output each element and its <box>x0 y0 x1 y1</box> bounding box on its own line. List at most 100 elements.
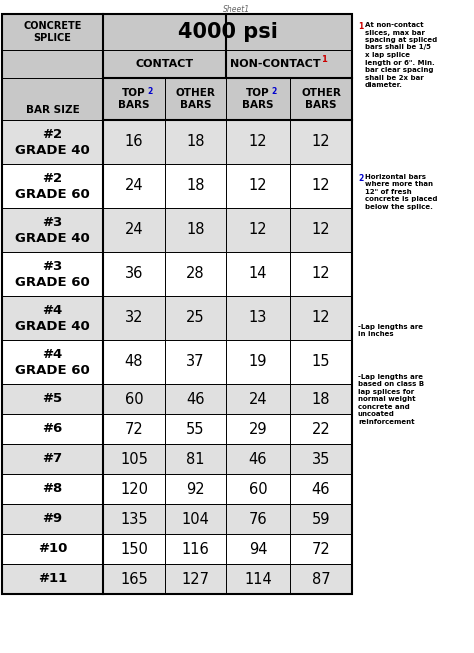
Text: 24: 24 <box>125 178 143 193</box>
Bar <box>290 78 352 120</box>
Text: GRADE 60: GRADE 60 <box>15 187 90 200</box>
Text: 32: 32 <box>125 310 143 325</box>
Bar <box>226 50 352 78</box>
Text: #2: #2 <box>43 127 63 140</box>
Text: 120: 120 <box>120 481 148 496</box>
Text: 25: 25 <box>186 310 205 325</box>
Text: OTHER
BARS: OTHER BARS <box>301 88 341 110</box>
Text: 2: 2 <box>272 88 277 97</box>
Text: #6: #6 <box>42 422 63 436</box>
Bar <box>2 252 352 296</box>
Text: 72: 72 <box>125 421 143 436</box>
Text: 87: 87 <box>312 571 330 586</box>
Text: #11: #11 <box>38 573 67 586</box>
Text: 1: 1 <box>321 54 327 63</box>
Text: 135: 135 <box>120 511 148 526</box>
Text: -Lap lengths are
in inches: -Lap lengths are in inches <box>358 324 423 338</box>
Text: 36: 36 <box>125 266 143 281</box>
Text: At non-contact
slices, max bar
spacing at spliced
bars shall be 1/5
x lap splice: At non-contact slices, max bar spacing a… <box>365 22 437 88</box>
Bar <box>2 414 352 444</box>
Text: 72: 72 <box>311 541 330 556</box>
Bar <box>2 296 352 340</box>
Text: Sheet1: Sheet1 <box>223 5 251 14</box>
Text: 12: 12 <box>249 135 267 150</box>
Text: BAR SIZE: BAR SIZE <box>26 105 79 115</box>
Text: 94: 94 <box>249 541 267 556</box>
Text: 18: 18 <box>186 223 205 238</box>
Text: #7: #7 <box>43 453 63 466</box>
Text: 29: 29 <box>249 421 267 436</box>
Text: 37: 37 <box>186 355 205 370</box>
Bar <box>2 504 352 534</box>
Bar <box>165 78 226 120</box>
Bar <box>2 564 352 594</box>
Text: 2: 2 <box>147 88 153 97</box>
Bar <box>103 14 352 50</box>
Text: 165: 165 <box>120 571 148 586</box>
Text: 46: 46 <box>186 392 205 407</box>
Text: #5: #5 <box>43 392 63 406</box>
Text: GRADE 40: GRADE 40 <box>15 144 90 157</box>
Text: 81: 81 <box>186 451 205 466</box>
Text: 127: 127 <box>182 571 210 586</box>
Text: 60: 60 <box>249 481 267 496</box>
Text: OTHER
BARS: OTHER BARS <box>175 88 216 110</box>
Text: NON-CONTACT: NON-CONTACT <box>230 59 320 69</box>
Text: 105: 105 <box>120 451 148 466</box>
Text: 2: 2 <box>358 174 363 183</box>
Text: 24: 24 <box>249 392 267 407</box>
Text: 12: 12 <box>312 178 330 193</box>
Text: 4000 psi: 4000 psi <box>178 22 277 42</box>
Text: 114: 114 <box>244 571 272 586</box>
Text: GRADE 40: GRADE 40 <box>15 232 90 244</box>
Text: 55: 55 <box>186 421 205 436</box>
Bar <box>2 444 352 474</box>
Text: 1: 1 <box>358 22 363 31</box>
Text: 16: 16 <box>125 135 143 150</box>
Text: 15: 15 <box>312 355 330 370</box>
Text: 60: 60 <box>125 392 143 407</box>
Bar <box>103 50 226 78</box>
Text: 150: 150 <box>120 541 148 556</box>
Text: 116: 116 <box>182 541 210 556</box>
Text: #10: #10 <box>38 543 67 556</box>
Text: #3: #3 <box>42 215 63 229</box>
Bar <box>226 78 290 120</box>
Text: 46: 46 <box>249 451 267 466</box>
Text: 28: 28 <box>186 266 205 281</box>
Text: 14: 14 <box>249 266 267 281</box>
Text: #8: #8 <box>42 483 63 496</box>
Text: GRADE 60: GRADE 60 <box>15 364 90 377</box>
Text: 76: 76 <box>249 511 267 526</box>
Text: Horizontal bars
where more than
12" of fresh
concrete is placed
below the splice: Horizontal bars where more than 12" of f… <box>365 174 438 210</box>
Text: GRADE 40: GRADE 40 <box>15 319 90 332</box>
Bar <box>103 78 165 120</box>
Text: 12: 12 <box>249 223 267 238</box>
Bar <box>2 78 103 120</box>
Text: 48: 48 <box>125 355 143 370</box>
Text: 92: 92 <box>186 481 205 496</box>
Text: 18: 18 <box>186 135 205 150</box>
Bar <box>2 14 352 594</box>
Text: TOP
BARS: TOP BARS <box>118 88 150 110</box>
Text: 35: 35 <box>312 451 330 466</box>
Text: 46: 46 <box>312 481 330 496</box>
Text: 18: 18 <box>186 178 205 193</box>
Bar <box>2 208 352 252</box>
Text: 12: 12 <box>312 266 330 281</box>
Text: CONCRETE
SPLICE: CONCRETE SPLICE <box>23 21 82 43</box>
Text: 104: 104 <box>182 511 210 526</box>
Bar <box>2 164 352 208</box>
Bar <box>2 534 352 564</box>
Text: #3: #3 <box>42 259 63 272</box>
Text: 12: 12 <box>312 135 330 150</box>
Text: 19: 19 <box>249 355 267 370</box>
Text: 22: 22 <box>311 421 330 436</box>
Bar <box>2 340 352 384</box>
Text: 13: 13 <box>249 310 267 325</box>
Text: 12: 12 <box>249 178 267 193</box>
Text: CONTACT: CONTACT <box>136 59 193 69</box>
Bar <box>2 14 103 50</box>
Text: TOP
BARS: TOP BARS <box>242 88 274 110</box>
Bar <box>2 384 352 414</box>
